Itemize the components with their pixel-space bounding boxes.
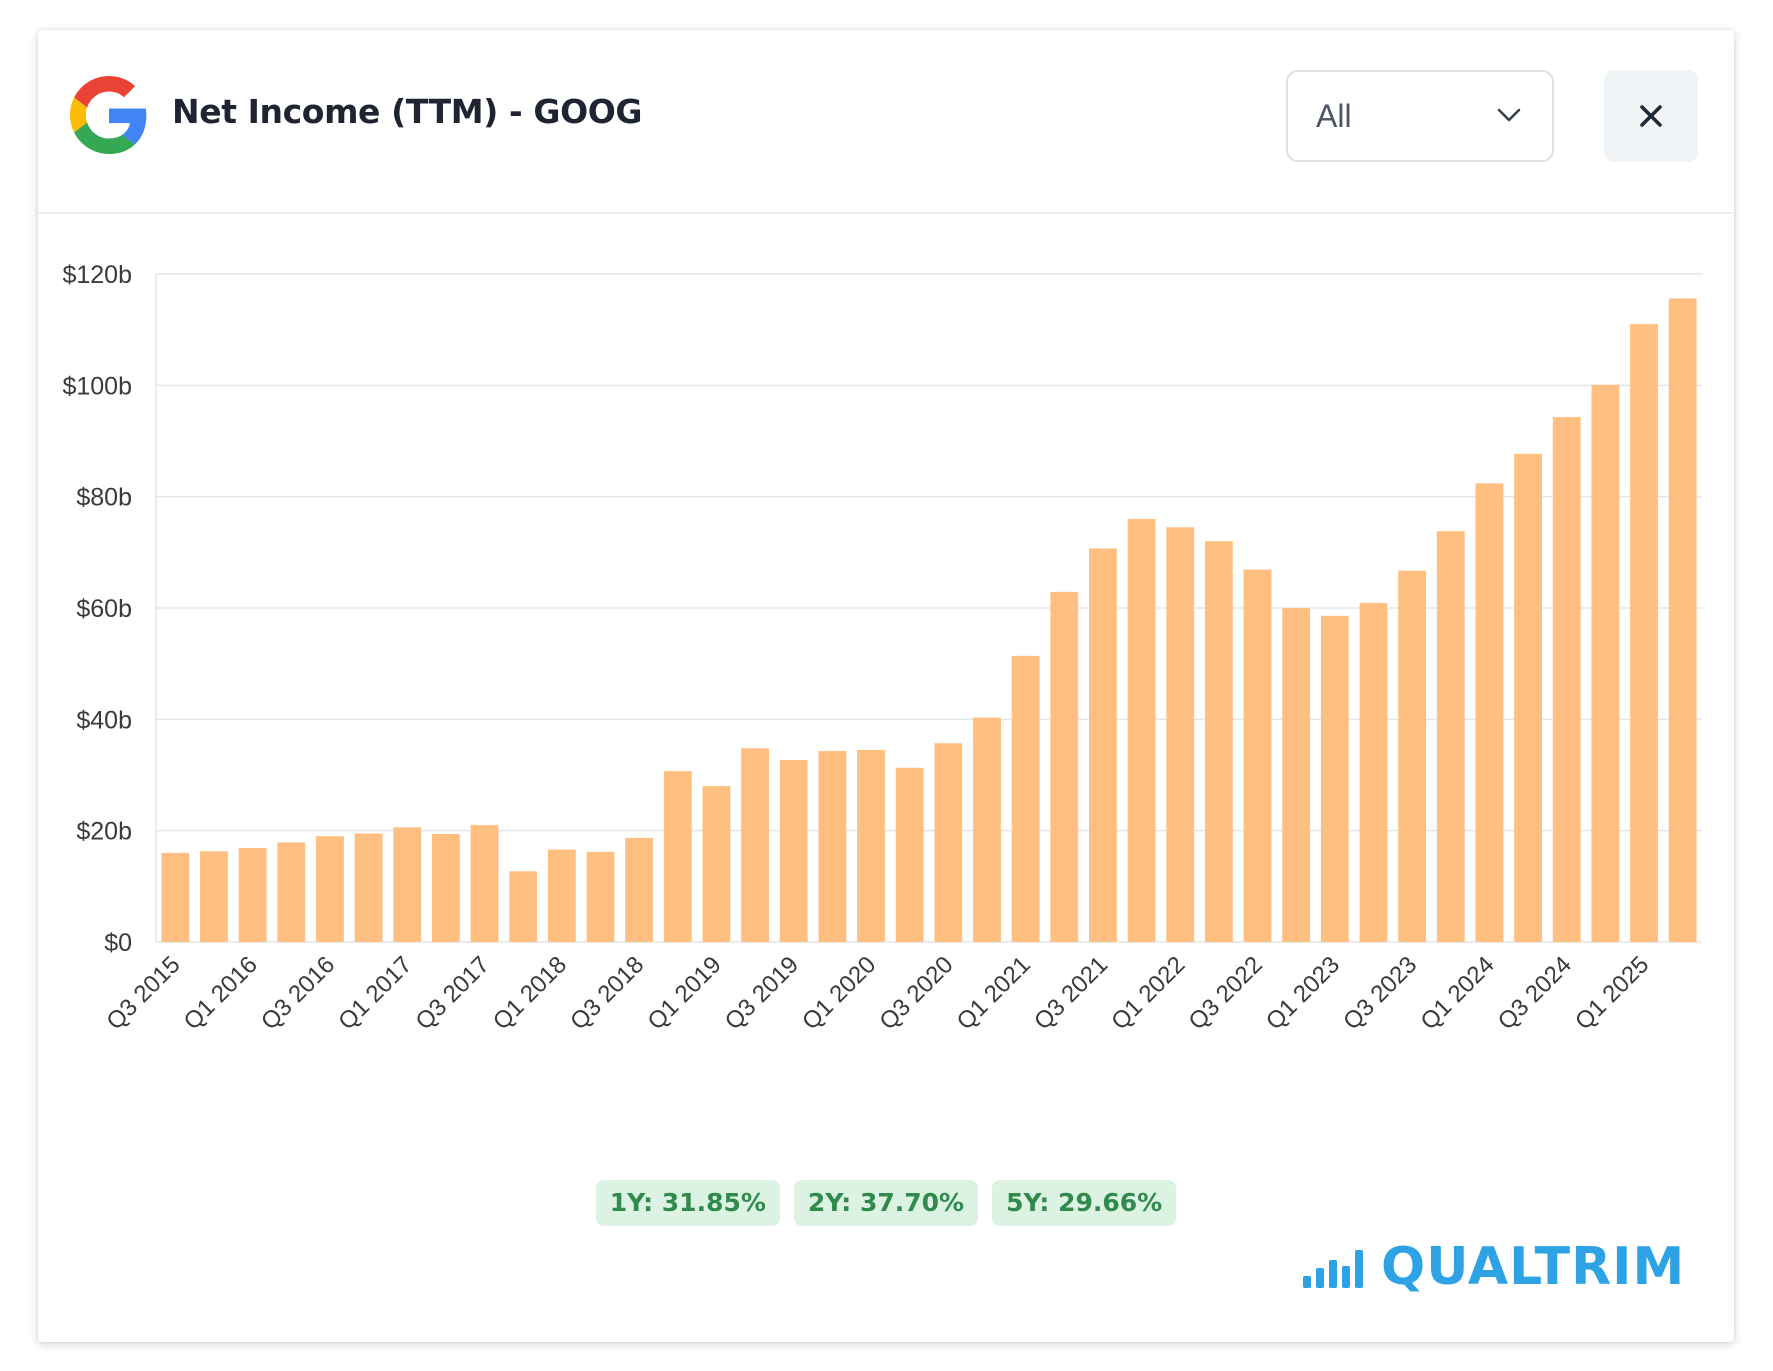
bar[interactable] [1514,453,1542,942]
bar[interactable] [431,834,460,942]
y-tick-label: $120b [62,261,132,289]
bar[interactable] [1591,384,1620,942]
growth-badge: 2Y: 37.70% [793,1180,979,1226]
x-tick-label: Q1 2024 [1415,951,1499,1035]
google-g-logo-icon [70,76,147,154]
bar[interactable] [934,743,963,942]
bar[interactable] [316,836,344,942]
bar[interactable] [1089,548,1117,942]
bar[interactable] [586,851,615,942]
bar[interactable] [1127,518,1156,942]
bar[interactable] [818,751,847,942]
x-tick-label: Q1 2021 [952,951,1036,1035]
y-tick-label: $40b [76,706,132,734]
y-tick-label: $20b [76,818,132,846]
growth-badge: 5Y: 29.66% [992,1180,1177,1226]
chevron-down-icon [1497,108,1521,122]
x-tick-label: Q3 2018 [565,951,649,1035]
bar[interactable] [663,771,692,942]
x-tick-label: Q3 2023 [1338,951,1422,1035]
chart-card: Net Income (TTM) - GOOG All $0 $20b $40b $6… [38,30,1734,1342]
bar[interactable] [238,847,267,942]
x-tick-label: Q3 2022 [1184,951,1268,1035]
bar[interactable] [779,759,808,942]
bar[interactable] [1436,531,1465,942]
bar[interactable] [547,849,576,942]
x-tick-label: Q1 2025 [1570,951,1654,1035]
card-header: Net Income (TTM) - GOOG All [38,30,1734,214]
bar[interactable] [1011,655,1040,942]
bar[interactable] [973,717,1001,942]
chart-title: Net Income (TTM) - GOOG [172,92,643,131]
x-tick-label: Q1 2018 [488,951,572,1035]
x-tick-label: Q3 2016 [256,951,340,1035]
bar[interactable] [1204,541,1233,942]
bar[interactable] [625,837,654,942]
close-button[interactable] [1604,70,1698,162]
x-tick-label: Q3 2021 [1029,951,1113,1035]
x-tick-label: Q1 2017 [333,951,417,1035]
y-tick-label: $100b [62,372,132,400]
bar[interactable] [1359,602,1388,942]
y-tick-label: $80b [76,484,132,512]
bar[interactable] [1282,608,1311,942]
x-tick-label: Q1 2022 [1106,951,1190,1035]
y-tick-label: $0 [104,929,132,957]
bar[interactable] [1630,324,1658,943]
bar[interactable] [161,852,190,942]
growth-badges: 1Y: 31.85% 2Y: 37.70% 5Y: 29.66% [38,1180,1734,1226]
bar[interactable] [1475,483,1504,942]
x-tick-label: Q1 2020 [797,951,881,1035]
x-tick-label: Q1 2016 [179,951,263,1035]
bar[interactable] [1166,527,1195,942]
range-select-value: All [1316,98,1352,134]
x-tick-label: Q3 2015 [101,951,185,1035]
bar[interactable] [200,851,228,942]
y-tick-label: $60b [76,595,132,623]
bar[interactable] [354,833,383,942]
x-tick-label: Q3 2017 [411,951,495,1035]
bar[interactable] [702,786,731,942]
bar[interactable] [895,767,924,942]
bar[interactable] [1320,615,1349,942]
x-tick-label: Q3 2024 [1493,951,1577,1035]
bar[interactable] [1243,569,1272,942]
bar-chart-logo-icon [1303,1250,1363,1288]
growth-badge: 1Y: 31.85% [595,1180,780,1226]
bar[interactable] [1668,298,1697,942]
range-select[interactable]: All [1286,70,1554,162]
brand-name: QUALTRIM [1381,1237,1686,1297]
bar[interactable] [1050,591,1079,942]
bar[interactable] [277,842,306,942]
bar[interactable] [1552,417,1581,942]
bar[interactable] [857,749,885,942]
x-tick-label: Q1 2019 [642,951,726,1035]
qualtrim-brand: QUALTRIM [1303,1236,1685,1298]
x-tick-label: Q3 2020 [874,951,958,1035]
bar[interactable] [470,825,499,942]
x-tick-label: Q3 2019 [720,951,804,1035]
bar[interactable] [393,827,422,942]
bar[interactable] [509,871,538,942]
x-tick-label: Q1 2023 [1261,951,1345,1035]
bar[interactable] [741,748,769,942]
bar[interactable] [1398,570,1427,942]
close-icon [1640,105,1662,127]
